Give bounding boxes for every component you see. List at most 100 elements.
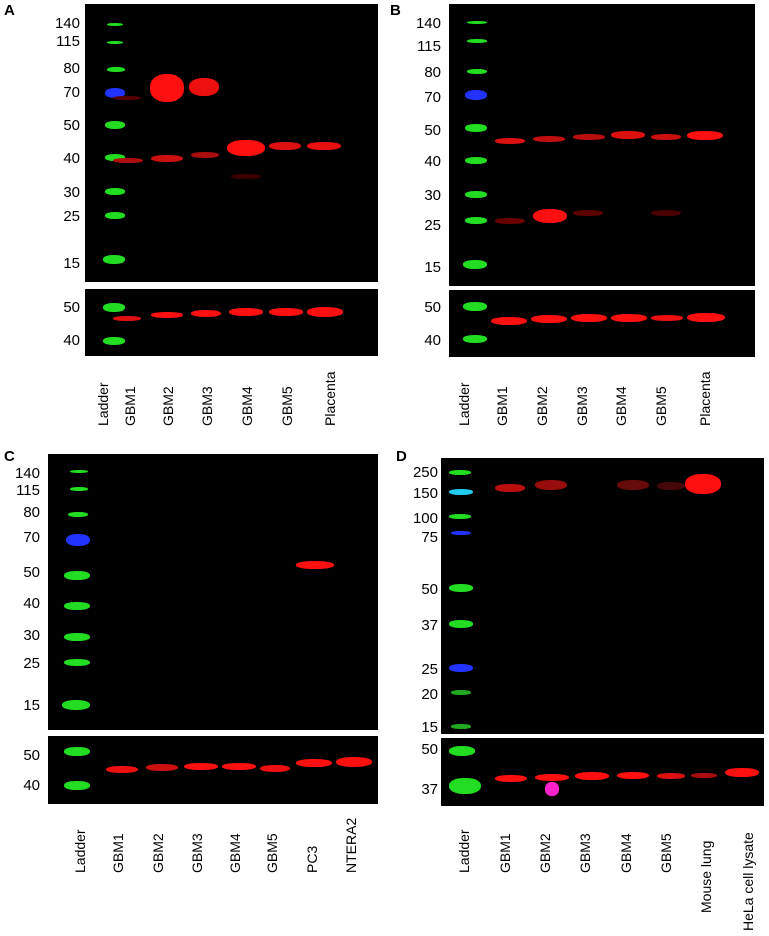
lane-label: PC3 — [304, 845, 320, 873]
ladder-band-25 — [105, 212, 125, 219]
band-gbm1-25 — [495, 218, 525, 224]
lane-label: GBM5 — [279, 386, 295, 426]
band-gbm4-150 — [617, 480, 649, 490]
band-gbm1-50 — [495, 138, 525, 144]
panel-letter: A — [4, 2, 15, 19]
lane-label-ladder: Ladder — [95, 382, 111, 426]
band-placenta-50 — [687, 131, 723, 140]
band-gbm3-loading — [575, 772, 609, 780]
band-gbm3-loading — [191, 310, 221, 317]
band-placenta-loading — [687, 313, 725, 322]
mw-label: 30 — [23, 627, 40, 644]
ladder-band-40 — [105, 154, 125, 161]
mw-label: 30 — [63, 184, 80, 201]
band-mouse-lung-150 — [685, 474, 721, 494]
ladder-band-30 — [105, 188, 125, 195]
mw-label: 50 — [421, 741, 438, 758]
mw-label: 50 — [23, 564, 40, 581]
lane-label: GBM2 — [150, 833, 166, 873]
band-gbm1-150 — [495, 484, 525, 492]
band-gbm5-loading — [260, 765, 290, 772]
band-gbm2-loading — [146, 764, 178, 771]
mw-label: 250 — [412, 464, 438, 481]
band-gbm1-40 — [113, 158, 143, 163]
mw-label: 115 — [417, 38, 441, 55]
mw-label: 25 — [424, 217, 441, 234]
lane-label: GBM3 — [189, 833, 205, 873]
ladder-band-50 — [449, 746, 475, 756]
mw-label: 15 — [63, 255, 80, 272]
mw-label: 40 — [23, 595, 40, 612]
panel-letter: C — [4, 448, 15, 465]
band-gbm2-25 — [533, 209, 567, 223]
mw-label: 115 — [56, 33, 80, 50]
mw-label: 140 — [14, 465, 40, 482]
ladder-band-140 — [467, 21, 487, 24]
band-gbm5-loading — [651, 315, 683, 321]
lane-label: GBM1 — [110, 833, 126, 873]
band-gbm3-70 — [189, 78, 219, 96]
ladder-band-75 — [451, 531, 471, 535]
ladder-band-50 — [64, 747, 90, 756]
lane-label: GBM4 — [613, 386, 629, 426]
mw-label: 70 — [424, 89, 441, 106]
ladder-band-115 — [70, 487, 88, 491]
mw-label: 40 — [23, 777, 40, 794]
band-gbm5-150 — [657, 482, 685, 490]
band-gbm4-loading — [222, 763, 256, 770]
band-placenta-40 — [307, 142, 341, 150]
mw-label: 15 — [421, 719, 438, 736]
band-gbm3-50 — [573, 134, 605, 140]
ladder-band-80 — [467, 69, 487, 74]
mw-label: 40 — [63, 150, 80, 167]
band-gbm5-25 — [651, 210, 681, 216]
ladder-band-40 — [465, 157, 487, 164]
ladder-band-140 — [107, 23, 123, 26]
mw-label: 150 — [412, 485, 438, 502]
band-gbm3-25 — [573, 210, 603, 216]
main-blot — [441, 458, 764, 734]
lane-label: NTERA2 — [343, 817, 359, 873]
lane-label: GBM1 — [122, 386, 138, 426]
ladder-band-70 — [465, 90, 487, 100]
ladder-band-15 — [103, 255, 125, 264]
band-gbm3-40 — [191, 152, 219, 158]
ladder-band-80 — [107, 67, 125, 72]
band-pc3-50 — [296, 561, 334, 569]
mw-label: 37 — [421, 617, 438, 634]
mw-label: 80 — [23, 504, 40, 521]
band-gbm2-150 — [535, 480, 567, 490]
lane-label: GBM5 — [264, 833, 280, 873]
band-gbm2-loading — [151, 312, 183, 318]
mw-label: 50 — [63, 117, 80, 134]
main-blot — [48, 454, 378, 730]
ladder-band-80 — [68, 512, 88, 517]
ladder-band-40 — [64, 602, 90, 610]
mw-label: 70 — [63, 84, 80, 101]
ladder-band-50 — [103, 303, 125, 312]
mw-label: 75 — [421, 529, 438, 546]
mw-label: 50 — [63, 299, 80, 316]
mw-label: 15 — [23, 697, 40, 714]
lane-label: GBM3 — [199, 386, 215, 426]
band-gbm4-loading — [611, 314, 647, 322]
mw-label: 50 — [23, 747, 40, 764]
band-pc3-loading — [296, 759, 332, 767]
band-gbm1-loading — [106, 766, 138, 773]
lane-label: GBM4 — [618, 833, 634, 873]
lane-label: GBM2 — [160, 386, 176, 426]
band-gbm1-loading — [113, 316, 141, 321]
mw-label: 140 — [54, 15, 80, 32]
main-blot — [85, 4, 378, 282]
ladder-band-15 — [451, 724, 471, 729]
lane-label-ladder: Ladder — [456, 382, 472, 426]
band-gbm1-70 — [113, 96, 141, 100]
band-gbm2-40 — [151, 155, 183, 162]
mw-label: 37 — [421, 781, 438, 798]
lane-label: GBM1 — [497, 833, 513, 873]
ladder-band-50 — [463, 302, 487, 311]
ladder-band-30 — [465, 191, 487, 198]
ladder-band-50 — [105, 121, 125, 129]
band-gbm4-40 — [227, 140, 265, 156]
loading-blot — [48, 736, 378, 804]
